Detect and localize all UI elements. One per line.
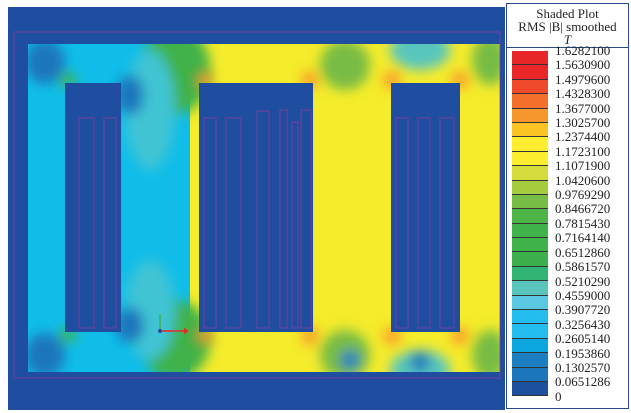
legend-band	[512, 252, 548, 267]
legend-label: 0.2605140	[555, 331, 611, 347]
legend-label: 1.4328300	[555, 86, 611, 102]
legend-label: 0.5861570	[555, 259, 611, 275]
field-plot	[8, 7, 505, 410]
legend-band	[512, 338, 548, 354]
legend-unit: T	[563, 32, 572, 47]
legend-label: 0.5210290	[555, 273, 611, 289]
legend-label: 0.6512860	[555, 244, 611, 260]
legend-label: 1.5630900	[555, 57, 611, 73]
legend-label: 1.1071900	[555, 158, 611, 174]
legend-band	[512, 209, 548, 224]
legend-band	[512, 223, 548, 239]
color-legend: Shaded Plot RMS |B| smoothed T 1.6282100…	[506, 3, 629, 409]
legend-band	[512, 238, 548, 253]
legend-band	[512, 166, 548, 181]
legend-label: 0.3907720	[555, 302, 611, 318]
legend-header: Shaded Plot RMS |B| smoothed T	[507, 4, 628, 48]
legend-band	[512, 79, 548, 95]
legend-label: 0.0651286	[555, 374, 611, 390]
legend-label: 0	[555, 388, 562, 404]
legend-label: 1.1723100	[555, 143, 611, 159]
legend-band	[512, 65, 548, 80]
legend-title: Shaded Plot	[536, 6, 599, 21]
winding-outlines	[78, 109, 455, 329]
legend-band	[512, 194, 548, 210]
legend-label: 0.4559000	[555, 287, 611, 303]
legend-band	[512, 151, 548, 167]
legend-label: 0.7164140	[555, 230, 611, 246]
legend-band	[512, 266, 548, 282]
legend-label: 1.2374400	[555, 129, 611, 145]
legend-band	[512, 122, 548, 138]
legend-band	[512, 94, 548, 109]
legend-label: 1.0420600	[555, 172, 611, 188]
legend-label: 1.3677000	[555, 100, 611, 116]
legend-band	[512, 353, 548, 368]
legend-band	[512, 137, 548, 152]
legend-label: 1.3025700	[555, 115, 611, 131]
legend-label: 0.1953860	[555, 345, 611, 361]
legend-band	[512, 381, 548, 397]
core-limb-left	[65, 83, 121, 332]
legend-label: 0.1302570	[555, 359, 611, 375]
core-limb-center	[199, 83, 313, 332]
legend-quantity: RMS |B| smoothed	[518, 19, 617, 34]
legend-band	[512, 108, 548, 123]
legend-label: 1.6282100	[555, 43, 611, 58]
legend-band	[512, 180, 548, 195]
legend-label: 1.4979600	[555, 71, 611, 87]
legend-label: 0.7815430	[555, 215, 611, 231]
axis-triad-icon	[158, 314, 189, 334]
legend-band	[512, 367, 548, 382]
core-limb-right	[391, 83, 460, 332]
legend-labels: 1.6282100 1.5630900 1.4979600 1.4328300 1.36…	[555, 43, 611, 404]
legend-band	[512, 51, 548, 66]
legend-band	[512, 324, 548, 339]
legend-band	[512, 281, 548, 296]
legend-label: 0.3256430	[555, 316, 611, 332]
legend-band	[512, 295, 548, 311]
legend-label: 0.9769290	[555, 187, 611, 203]
legend-band	[512, 310, 548, 325]
legend-color-bar	[512, 51, 548, 397]
legend-label: 0.8466720	[555, 201, 611, 217]
